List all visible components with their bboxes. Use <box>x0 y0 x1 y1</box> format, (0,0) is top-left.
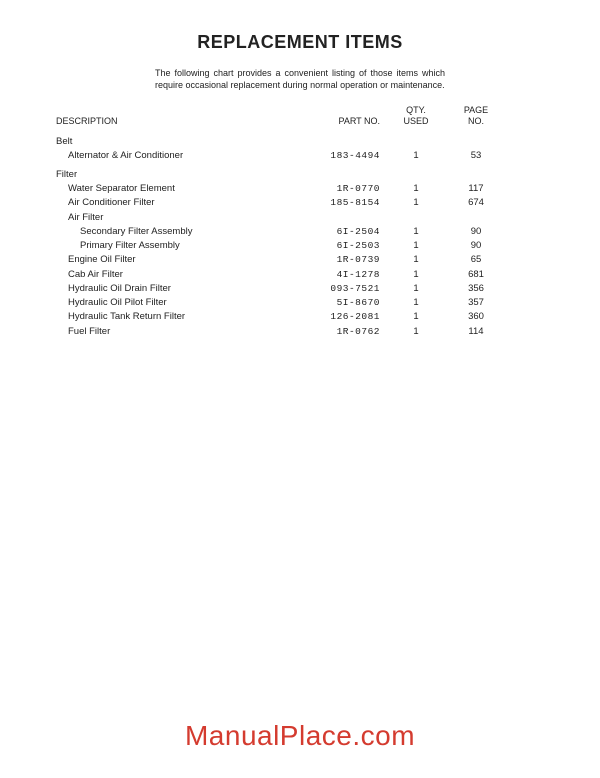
cell-part-no: 183-4494 <box>296 149 386 163</box>
cell-qty: 1 <box>386 282 446 296</box>
table-row: Air Filter <box>56 211 544 225</box>
table-body: Belt Alternator & Air Conditioner183-4494… <box>56 136 544 339</box>
intro-text: The following chart provides a convenien… <box>155 67 445 91</box>
cell-qty: 1 <box>386 310 446 324</box>
document-page: REPLACEMENT ITEMS The following chart pr… <box>0 0 600 339</box>
table-row: Engine Oil Filter1R-0739165 <box>56 253 544 267</box>
header-description: DESCRIPTION <box>56 116 296 126</box>
table-row: Fuel Filter1R-07621114 <box>56 325 544 339</box>
cell-page: 117 <box>446 182 506 196</box>
cell-description: Fuel Filter <box>56 325 296 339</box>
cell-part-no: 093-7521 <box>296 282 386 296</box>
section-label: Filter <box>56 169 544 180</box>
header-page-line1: PAGE <box>446 105 506 115</box>
header-qty-line1: QTY. <box>386 105 446 115</box>
cell-qty <box>386 211 446 225</box>
cell-description: Hydraulic Tank Return Filter <box>56 310 296 324</box>
cell-page: 674 <box>446 196 506 210</box>
cell-page: 90 <box>446 225 506 239</box>
header-qty-used: QTY. USED <box>386 105 446 126</box>
header-part-no: PART NO. <box>296 116 386 126</box>
cell-part-no: 1R-0739 <box>296 253 386 267</box>
cell-description: Cab Air Filter <box>56 268 296 282</box>
cell-description: Hydraulic Oil Drain Filter <box>56 282 296 296</box>
table-row: Hydraulic Oil Pilot Filter5I-86701357 <box>56 296 544 310</box>
cell-qty: 1 <box>386 225 446 239</box>
cell-description: Primary Filter Assembly <box>56 239 296 253</box>
cell-page: 360 <box>446 310 506 324</box>
cell-part-no: 6I-2504 <box>296 225 386 239</box>
cell-page: 90 <box>446 239 506 253</box>
cell-description: Hydraulic Oil Pilot Filter <box>56 296 296 310</box>
table-row: Air Conditioner Filter185-81541674 <box>56 196 544 210</box>
cell-part-no: 6I-2503 <box>296 239 386 253</box>
table-row: Water Separator Element1R-07701117 <box>56 182 544 196</box>
cell-page: 53 <box>446 149 506 163</box>
table-row: Hydraulic Tank Return Filter126-20811360 <box>56 310 544 324</box>
cell-part-no: 5I-8670 <box>296 296 386 310</box>
table-row: Cab Air Filter4I-12781681 <box>56 268 544 282</box>
cell-qty: 1 <box>386 325 446 339</box>
table-row: Primary Filter Assembly6I-2503190 <box>56 239 544 253</box>
cell-qty: 1 <box>386 239 446 253</box>
cell-page: 114 <box>446 325 506 339</box>
cell-qty: 1 <box>386 182 446 196</box>
table-row: Secondary Filter Assembly6I-2504190 <box>56 225 544 239</box>
header-page-no: PAGE NO. <box>446 105 506 126</box>
cell-part-no: 1R-0762 <box>296 325 386 339</box>
cell-qty: 1 <box>386 268 446 282</box>
cell-description: Alternator & Air Conditioner <box>56 149 296 163</box>
cell-qty: 1 <box>386 196 446 210</box>
header-page-line2: NO. <box>446 116 506 126</box>
cell-page: 356 <box>446 282 506 296</box>
cell-part-no: 1R-0770 <box>296 182 386 196</box>
table-header-row: DESCRIPTION PART NO. QTY. USED PAGE NO. <box>56 105 544 126</box>
cell-description: Engine Oil Filter <box>56 253 296 267</box>
cell-page: 681 <box>446 268 506 282</box>
cell-qty: 1 <box>386 253 446 267</box>
header-qty-line2: USED <box>386 116 446 126</box>
section-label: Belt <box>56 136 544 147</box>
cell-description: Air Filter <box>56 211 296 225</box>
table-row: Alternator & Air Conditioner183-4494153 <box>56 149 544 163</box>
cell-page: 357 <box>446 296 506 310</box>
cell-part-no <box>296 211 386 225</box>
cell-part-no: 126-2081 <box>296 310 386 324</box>
cell-description: Water Separator Element <box>56 182 296 196</box>
cell-qty: 1 <box>386 296 446 310</box>
cell-page: 65 <box>446 253 506 267</box>
cell-part-no: 185-8154 <box>296 196 386 210</box>
page-title: REPLACEMENT ITEMS <box>56 32 544 53</box>
table-row: Hydraulic Oil Drain Filter093-75211356 <box>56 282 544 296</box>
cell-description: Air Conditioner Filter <box>56 196 296 210</box>
cell-part-no: 4I-1278 <box>296 268 386 282</box>
watermark-text: ManualPlace.com <box>0 720 600 752</box>
cell-page <box>446 211 506 225</box>
cell-qty: 1 <box>386 149 446 163</box>
cell-description: Secondary Filter Assembly <box>56 225 296 239</box>
